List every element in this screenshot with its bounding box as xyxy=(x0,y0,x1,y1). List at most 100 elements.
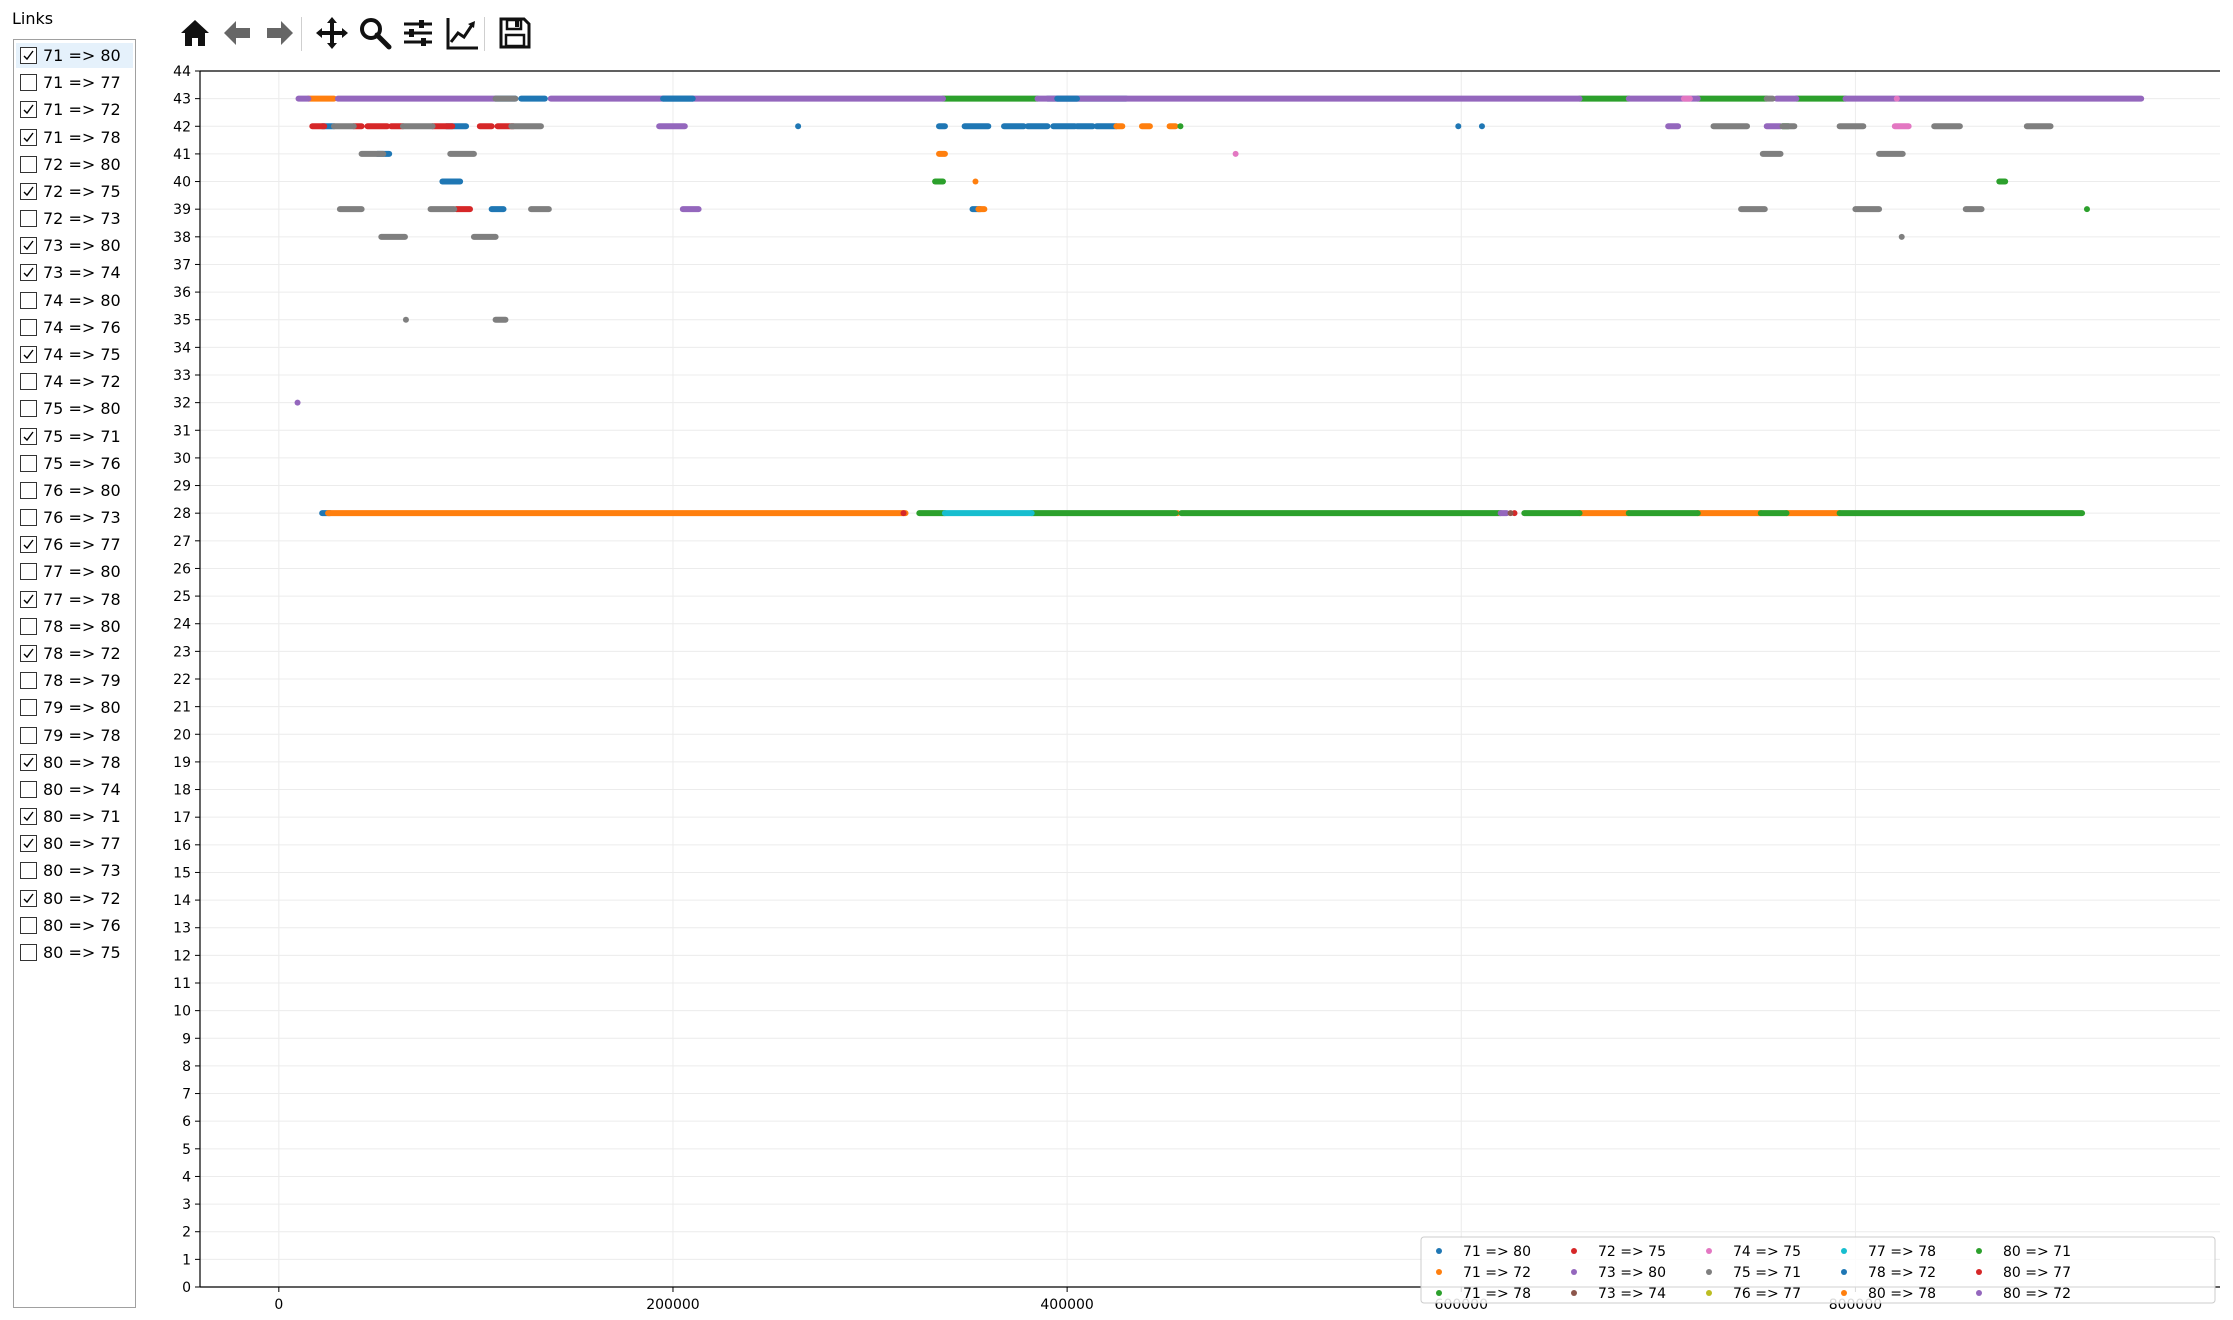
link-checkbox[interactable] xyxy=(20,210,37,228)
link-item[interactable]: 76 => 77 xyxy=(16,532,133,557)
grid xyxy=(200,70,2220,1288)
link-checkbox[interactable] xyxy=(20,427,37,445)
home-icon[interactable] xyxy=(175,13,215,53)
link-checkbox[interactable] xyxy=(20,318,37,336)
link-checkbox[interactable] xyxy=(20,943,37,961)
link-item[interactable]: 80 => 75 xyxy=(16,940,133,965)
y-tick-label: 34 xyxy=(173,340,191,356)
link-item[interactable]: 74 => 75 xyxy=(16,342,133,367)
legend-marker xyxy=(1841,1269,1847,1275)
link-item[interactable]: 73 => 74 xyxy=(16,260,133,285)
link-label: 76 => 77 xyxy=(43,535,121,555)
link-item[interactable]: 74 => 76 xyxy=(16,315,133,340)
link-checkbox[interactable] xyxy=(20,155,37,173)
link-item[interactable]: 78 => 72 xyxy=(16,641,133,666)
link-checkbox[interactable] xyxy=(20,182,37,200)
link-item[interactable]: 80 => 71 xyxy=(16,804,133,829)
back-icon[interactable] xyxy=(217,13,257,53)
y-tick-label: 6 xyxy=(182,1114,191,1130)
link-item[interactable]: 78 => 80 xyxy=(16,614,133,639)
link-item[interactable]: 76 => 80 xyxy=(16,478,133,503)
y-tick-label: 15 xyxy=(173,865,191,881)
y-tick-label: 0 xyxy=(182,1280,191,1296)
link-item[interactable]: 74 => 80 xyxy=(16,288,133,313)
link-checkbox[interactable] xyxy=(20,889,37,907)
link-checkbox[interactable] xyxy=(20,291,37,309)
link-item[interactable]: 71 => 72 xyxy=(16,97,133,122)
link-item[interactable]: 72 => 75 xyxy=(16,179,133,204)
link-item[interactable]: 78 => 79 xyxy=(16,668,133,693)
link-checkbox[interactable] xyxy=(20,74,37,92)
link-item[interactable]: 80 => 72 xyxy=(16,886,133,911)
link-label: 75 => 71 xyxy=(43,426,121,446)
link-label: 78 => 72 xyxy=(43,643,121,663)
link-checkbox[interactable] xyxy=(20,47,37,64)
link-item[interactable]: 73 => 80 xyxy=(16,233,133,258)
link-checkbox[interactable] xyxy=(20,536,37,554)
link-item[interactable]: 71 => 80 xyxy=(16,43,133,68)
zoom-icon[interactable] xyxy=(355,13,395,53)
link-label: 80 => 77 xyxy=(43,834,121,854)
data-point xyxy=(1507,510,1514,517)
link-item[interactable]: 71 => 77 xyxy=(16,70,133,95)
link-item[interactable]: 80 => 73 xyxy=(16,858,133,883)
y-tick-label: 5 xyxy=(182,1142,191,1158)
link-item[interactable]: 80 => 74 xyxy=(16,777,133,802)
link-item[interactable]: 74 => 72 xyxy=(16,369,133,394)
link-checkbox[interactable] xyxy=(20,481,37,499)
link-item[interactable]: 80 => 78 xyxy=(16,750,133,775)
link-item[interactable]: 79 => 78 xyxy=(16,723,133,748)
link-checkbox[interactable] xyxy=(20,101,37,119)
legend-label: 77 => 78 xyxy=(1868,1244,1936,1260)
link-checkbox[interactable] xyxy=(20,862,37,880)
link-item[interactable]: 75 => 76 xyxy=(16,451,133,476)
link-checkbox[interactable] xyxy=(20,128,37,146)
link-checkbox[interactable] xyxy=(20,726,37,744)
link-label: 72 => 80 xyxy=(43,154,121,174)
link-checkbox[interactable] xyxy=(20,699,37,717)
link-item[interactable]: 72 => 80 xyxy=(16,152,133,177)
y-tick-label: 38 xyxy=(173,230,191,246)
link-checkbox[interactable] xyxy=(20,563,37,581)
link-item[interactable]: 79 => 80 xyxy=(16,695,133,720)
link-checkbox[interactable] xyxy=(20,400,37,418)
link-item[interactable]: 72 => 73 xyxy=(16,206,133,231)
series-group xyxy=(916,95,2090,517)
link-item[interactable]: 75 => 71 xyxy=(16,424,133,449)
link-checkbox[interactable] xyxy=(20,835,37,853)
link-checkbox[interactable] xyxy=(20,753,37,771)
link-item[interactable]: 77 => 80 xyxy=(16,559,133,584)
link-checkbox[interactable] xyxy=(20,509,37,527)
subplots-icon[interactable] xyxy=(398,13,438,53)
link-checkbox[interactable] xyxy=(20,916,37,934)
link-label: 71 => 78 xyxy=(43,127,121,147)
link-label: 77 => 78 xyxy=(43,589,121,609)
links-list[interactable]: 71 => 80 71 => 77 71 => 72 71 => 78 72 => 80… xyxy=(13,39,136,1308)
save-icon[interactable] xyxy=(495,13,535,53)
series-group xyxy=(294,95,2145,517)
toolbar-separator xyxy=(301,17,302,51)
link-item[interactable]: 75 => 80 xyxy=(16,396,133,421)
link-checkbox[interactable] xyxy=(20,237,37,255)
link-checkbox[interactable] xyxy=(20,345,37,363)
link-checkbox[interactable] xyxy=(20,780,37,798)
link-checkbox[interactable] xyxy=(20,617,37,635)
link-item[interactable]: 71 => 78 xyxy=(16,125,133,150)
link-checkbox[interactable] xyxy=(20,264,37,282)
link-label: 73 => 80 xyxy=(43,236,121,256)
link-checkbox[interactable] xyxy=(20,644,37,662)
link-checkbox[interactable] xyxy=(20,590,37,608)
pan-icon[interactable] xyxy=(312,13,352,53)
forward-icon[interactable] xyxy=(260,13,300,53)
series-group xyxy=(319,95,1485,517)
link-item[interactable]: 80 => 77 xyxy=(16,831,133,856)
link-checkbox[interactable] xyxy=(20,672,37,690)
link-item[interactable]: 77 => 78 xyxy=(16,587,133,612)
link-checkbox[interactable] xyxy=(20,808,37,826)
link-checkbox[interactable] xyxy=(20,454,37,472)
edit-axis-icon[interactable] xyxy=(443,13,483,53)
link-item[interactable]: 80 => 76 xyxy=(16,913,133,938)
link-checkbox[interactable] xyxy=(20,373,37,391)
y-tick-label: 27 xyxy=(173,534,191,550)
link-item[interactable]: 76 => 73 xyxy=(16,505,133,530)
